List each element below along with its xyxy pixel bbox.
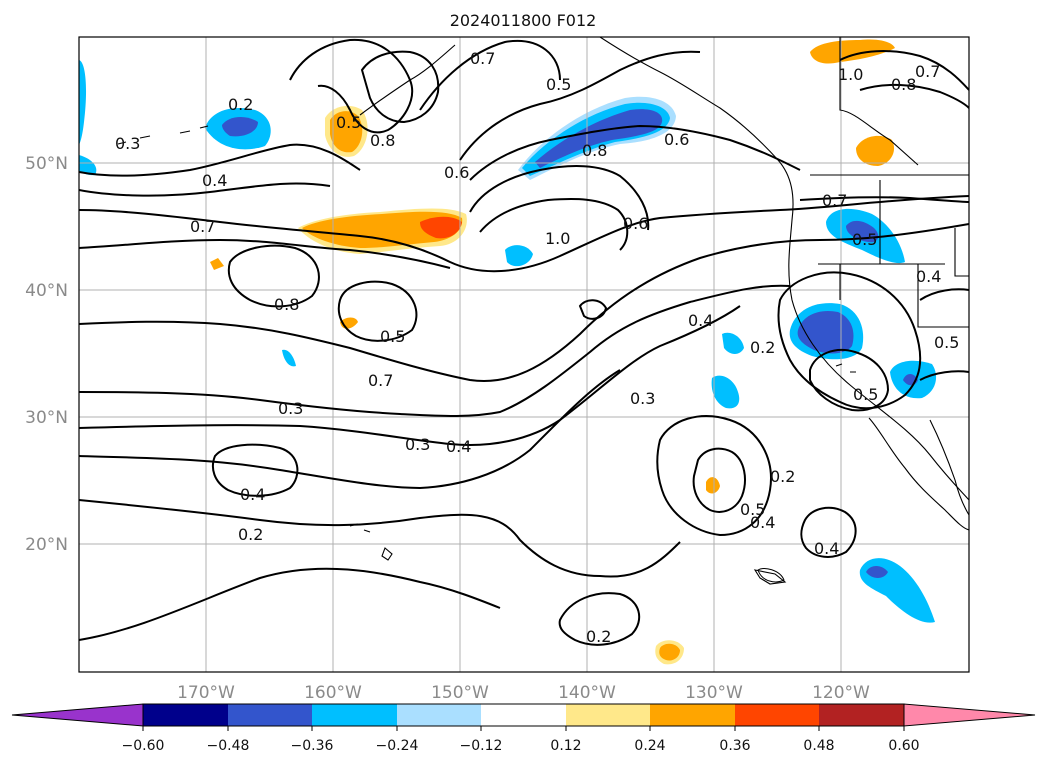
contour-label-0.8: 0.8 (582, 141, 607, 160)
gridlines (79, 37, 969, 672)
lat-label-30n: 30°N (25, 408, 68, 428)
colorbar-segment (397, 704, 481, 726)
lon-label-160w: 160°W (304, 683, 362, 703)
colorbar-arrow-left (11, 703, 144, 727)
contour-label-0.2: 0.2 (750, 338, 775, 357)
contour-label-0.6: 0.6 (664, 130, 689, 149)
contour-label-0.5: 0.5 (546, 75, 571, 94)
contour-label-1.0: 1.0 (838, 65, 863, 84)
lat-label-40n: 40°N (25, 281, 68, 301)
contour-label-0.5: 0.5 (934, 333, 959, 352)
contour-label-0.5: 0.5 (380, 327, 405, 346)
colorbar: −0.60 −0.48 −0.36 −0.24 −0.12 0.12 0.24 … (11, 703, 1036, 754)
contour-label-0.5: 0.5 (853, 385, 878, 404)
contour-labels: 0.3 0.2 0.5 0.7 0.5 0.8 0.4 0.6 0.7 1.0 … (115, 49, 959, 646)
map-plot-area: 0.3 0.2 0.5 0.7 0.5 0.8 0.4 0.6 0.7 1.0 … (79, 37, 969, 672)
colorbar-segment (650, 704, 735, 726)
contour-label-0.3: 0.3 (405, 435, 430, 454)
colorbar-tick-label: 0.36 (719, 738, 750, 754)
colorbar-segment (228, 704, 312, 726)
colorbar-tick-label: 0.12 (550, 738, 581, 754)
contour-label-0.7: 0.7 (190, 217, 215, 236)
contour-label-0.3: 0.3 (278, 399, 303, 418)
contour-label-0.7: 0.7 (368, 371, 393, 390)
contour-label-0.4: 0.4 (446, 437, 471, 456)
contour-label-0.2: 0.2 (228, 95, 253, 114)
contour-label-0.4: 0.4 (814, 539, 839, 558)
contour-label-0.3: 0.2 (770, 467, 795, 486)
contour-label-0.4: 0.4 (202, 171, 227, 190)
lon-label-170w: 170°W (177, 683, 235, 703)
contour-label-0.7: 0.7 (822, 191, 847, 210)
colorbar-segment (566, 704, 650, 726)
colorbar-tick-label: −0.24 (376, 738, 419, 754)
contour-label-0.3: 0.3 (115, 134, 140, 153)
contour-label-0.6: 0.6 (444, 163, 469, 182)
contour-label-0.5: 0.5 (740, 500, 765, 519)
colorbar-segment (735, 704, 819, 726)
colorbar-tick-label: −0.48 (207, 738, 250, 754)
contour-label-0.5: 0.5 (852, 230, 877, 249)
lon-label-130w: 130°W (685, 683, 743, 703)
contour-label-0.5: 0.5 (336, 113, 361, 132)
colorbar-tick-label: −0.12 (460, 738, 503, 754)
colorbar-tick-label: 0.60 (888, 738, 919, 754)
latitude-labels: 50°N 40°N 30°N 20°N (25, 154, 68, 555)
lon-label-120w: 120°W (812, 683, 870, 703)
contour-label-0.4: 0.4 (750, 513, 775, 532)
contour-label-0.8: 0.8 (274, 295, 299, 314)
contour-label-0.6: 0.6 (623, 214, 648, 233)
contour-label-0.4: 0.4 (688, 311, 713, 330)
colorbar-tick-label: −0.60 (122, 738, 165, 754)
colorbar-segment (143, 704, 228, 726)
contour-label-0.7: 0.7 (470, 49, 495, 68)
contour-label-0.2: 0.2 (586, 627, 611, 646)
contour-label-0.8: 0.8 (891, 75, 916, 94)
contour-label-0.4: 0.4 (916, 267, 941, 286)
contour-label-0.7: 0.7 (915, 62, 940, 81)
contour-label-0.8: 0.8 (370, 131, 395, 150)
colorbar-ticks (142, 726, 905, 731)
contour-label-0.3: 0.3 (630, 389, 655, 408)
colorbar-arrow-right (903, 703, 1036, 727)
lat-label-20n: 20°N (25, 535, 68, 555)
contour-label-1.0: 1.0 (545, 229, 570, 248)
contour-lines (79, 38, 969, 646)
map-title: 2024011800 F012 (450, 11, 597, 30)
shaded-anomalies (79, 39, 937, 665)
colorbar-segment (312, 704, 397, 726)
contour-label-0.4: 0.4 (240, 485, 265, 504)
colorbar-segment (481, 704, 566, 726)
lat-label-50n: 50°N (25, 154, 68, 174)
lon-label-150w: 150°W (431, 683, 489, 703)
colorbar-tick-label: 0.24 (634, 738, 665, 754)
map-frame (78, 36, 970, 673)
lon-label-140w: 140°W (558, 683, 616, 703)
colorbar-segment (819, 704, 904, 726)
contour-label-0.2: 0.2 (238, 525, 263, 544)
colorbar-tick-label: −0.36 (291, 738, 334, 754)
colorbar-tick-label: 0.48 (803, 738, 834, 754)
longitude-labels: 170°W 160°W 150°W 140°W 130°W 120°W (177, 683, 870, 703)
